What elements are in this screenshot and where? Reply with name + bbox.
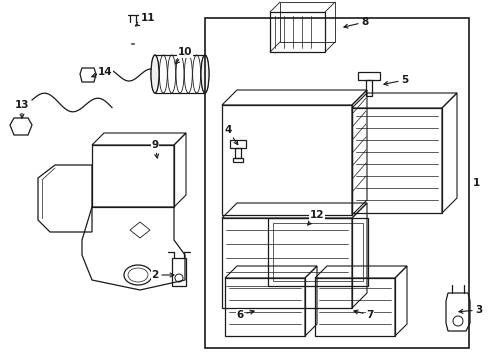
Text: 1: 1 xyxy=(471,178,479,188)
Text: 3: 3 xyxy=(458,305,482,315)
Text: 7: 7 xyxy=(353,310,373,320)
Text: 11: 11 xyxy=(135,13,155,26)
Text: 13: 13 xyxy=(15,100,29,118)
Text: 9: 9 xyxy=(151,140,158,158)
Text: 12: 12 xyxy=(307,210,324,225)
Text: 14: 14 xyxy=(92,67,112,77)
Text: 2: 2 xyxy=(151,270,174,280)
Text: 5: 5 xyxy=(383,75,408,85)
Text: 10: 10 xyxy=(175,47,192,64)
Text: 4: 4 xyxy=(224,125,237,145)
Ellipse shape xyxy=(151,55,159,93)
Text: 8: 8 xyxy=(343,17,368,28)
Ellipse shape xyxy=(201,55,208,93)
Text: 6: 6 xyxy=(236,310,254,320)
Bar xyxy=(204,18,468,348)
